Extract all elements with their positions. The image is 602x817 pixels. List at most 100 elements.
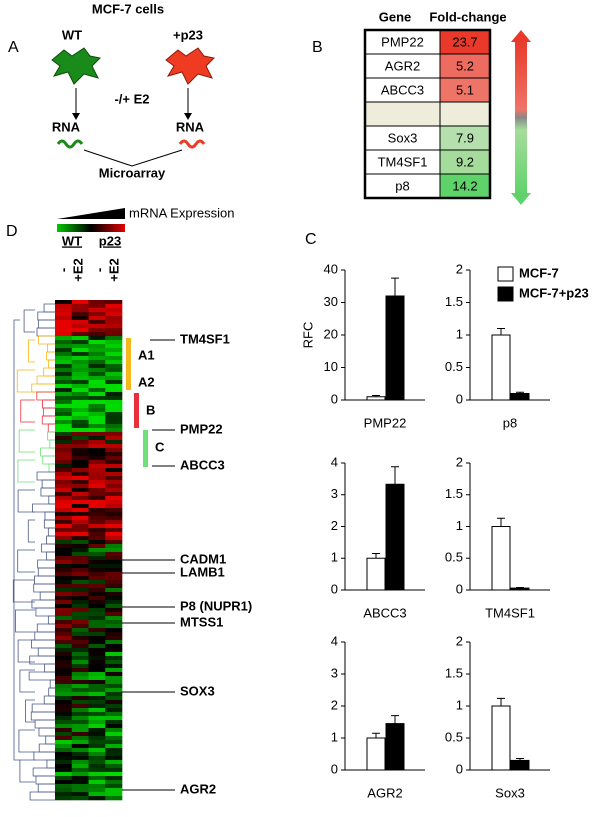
heatmap-cell (71, 660, 89, 665)
heatmap-cell (88, 772, 106, 777)
heatmap-cell (71, 668, 89, 673)
heatmap-cell (71, 408, 89, 413)
heatmap-cell (55, 388, 73, 393)
heatmap-cell (71, 764, 89, 769)
heatmap-cell (88, 760, 106, 765)
heatmap-cell (71, 684, 89, 689)
heatmap-cell (105, 372, 123, 377)
heatmap-cell (105, 528, 123, 533)
heatmap-cell (105, 440, 123, 445)
heatmap-cell (88, 604, 106, 609)
heatmap-cell (55, 696, 73, 701)
heatmap-cell (88, 440, 106, 445)
heatmap-cell (55, 328, 73, 333)
heatmap-cell (105, 788, 123, 793)
heatmap-cell (105, 412, 123, 417)
heatmap-cell (88, 740, 106, 745)
gene-name: ABCC3 (381, 82, 424, 97)
heatmap-cell (88, 500, 106, 505)
heatmap-cell (71, 540, 89, 545)
dendrogram (47, 343, 55, 353)
y-tick-label: 2 (456, 261, 463, 276)
table-cell (439, 149, 491, 175)
heatmap-cell (71, 400, 89, 405)
heatmap-cell (105, 308, 123, 313)
panel-label: B (312, 39, 323, 56)
heatmap-cell (88, 328, 106, 333)
heatmap-cell (71, 312, 89, 317)
heatmap-cell (55, 516, 73, 521)
rna-squiggle (178, 139, 206, 149)
heatmap-cell (55, 556, 73, 561)
dendrogram (37, 567, 55, 577)
p23-cell (165, 47, 216, 85)
heatmap-cell (105, 760, 123, 765)
heatmap-cell (88, 712, 106, 717)
y-tick-label: 1 (456, 326, 463, 341)
heatmap-cell (105, 404, 123, 409)
heatmap-cell (71, 744, 89, 749)
category-label: ABCC3 (363, 605, 406, 620)
heatmap-cell (105, 544, 123, 549)
heatmap-cell (71, 500, 89, 505)
heatmap-cell (105, 780, 123, 785)
heatmap-cell (105, 472, 123, 477)
heatmap-cell (55, 764, 73, 769)
heatmap-cell (71, 328, 89, 333)
heatmap-cell (88, 512, 106, 517)
heatmap-cell (88, 776, 106, 781)
heatmap-cell (105, 792, 123, 797)
dendrogram (41, 415, 55, 425)
dendrogram (47, 359, 55, 369)
heatmap-cell (55, 324, 73, 329)
heatmap-cell (88, 372, 106, 377)
heatmap-cell (55, 604, 73, 609)
column-label: +E2 (106, 258, 121, 282)
heatmap-cell (105, 744, 123, 749)
heatmap-cell (71, 780, 89, 785)
heatmap-cell (71, 732, 89, 737)
heatmap-cell (105, 336, 123, 341)
dendrogram (17, 549, 35, 573)
heatmap-cell (71, 700, 89, 705)
heatmap-cell (71, 604, 89, 609)
legend-swatch (497, 266, 514, 282)
heatmap-cell (71, 324, 89, 329)
error-bar (497, 517, 505, 527)
heatmap-cell (55, 672, 73, 677)
heatmap-cell (88, 436, 106, 441)
heatmap-cell (71, 416, 89, 421)
heatmap-cell (105, 396, 123, 401)
dendrogram (28, 671, 55, 681)
arrow-head (72, 113, 80, 120)
heatmap-cell (105, 320, 123, 325)
heatmap-cell (55, 684, 73, 689)
heatmap-cell (55, 468, 73, 473)
dendrogram (37, 647, 55, 657)
heatmap-cell (55, 640, 73, 645)
heatmap-cell (88, 400, 106, 405)
dendrogram (38, 727, 55, 737)
fold-change: 9.2 (456, 154, 474, 169)
heatmap-cell (88, 348, 106, 353)
heatmap-cell (105, 676, 123, 681)
heatmap-cell (55, 400, 73, 405)
heatmap-cell (55, 408, 73, 413)
heatmap-cell (55, 436, 73, 441)
gene-label: LAMB1 (180, 564, 225, 579)
heatmap-cell (105, 424, 123, 429)
heatmap-cell (55, 420, 73, 425)
heatmap-cell (55, 348, 73, 353)
dendrogram (28, 339, 35, 363)
heatmap-cell (105, 796, 123, 801)
heatmap-cell (55, 508, 73, 513)
fold-change: 5.1 (456, 82, 474, 97)
heatmap-cell (55, 444, 73, 449)
heatmap-cell (105, 668, 123, 673)
heatmap-cell (88, 576, 106, 581)
bar (510, 759, 530, 771)
heatmap-cell (71, 552, 89, 557)
y-tick-label: 0 (331, 761, 338, 776)
heatmap-cell (88, 652, 106, 657)
heatmap-cell (88, 392, 106, 397)
